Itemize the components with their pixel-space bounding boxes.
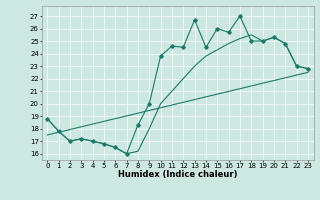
X-axis label: Humidex (Indice chaleur): Humidex (Indice chaleur) [118, 170, 237, 179]
